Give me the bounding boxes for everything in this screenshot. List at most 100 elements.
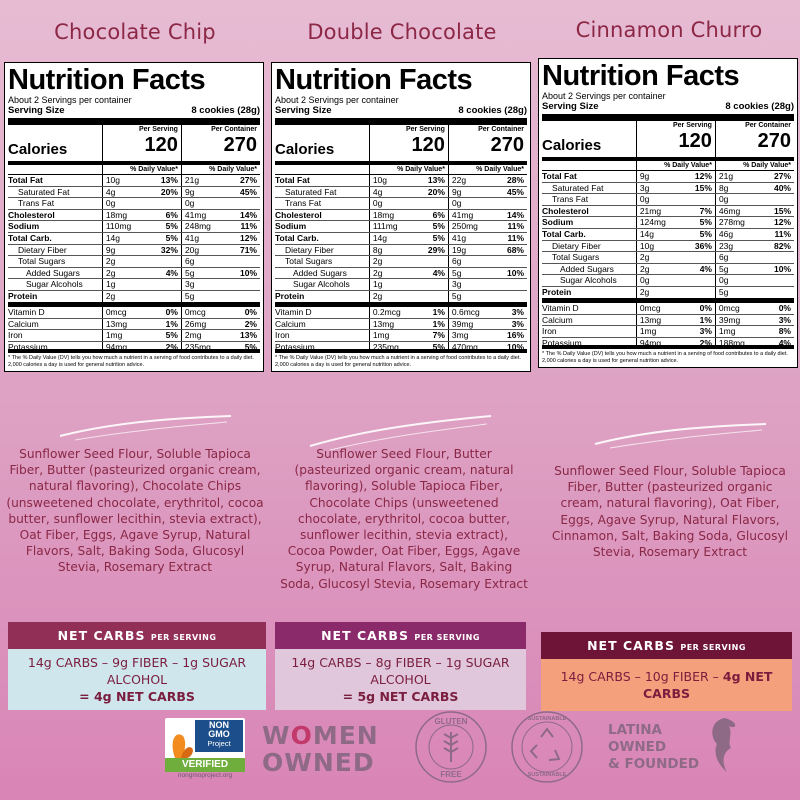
container-cell: 0g	[447, 198, 527, 209]
serving-amount: 2g	[372, 290, 383, 301]
nutrient-label: Protein	[275, 290, 305, 301]
serving-size-label: Serving Size	[275, 105, 332, 116]
net-carbs-label: NET CARBS	[321, 628, 409, 643]
serving-dv: 4%	[699, 263, 712, 274]
container-cell: 3g	[180, 279, 260, 290]
per-serving-label: Per Serving	[139, 126, 178, 133]
nutrient-row: Calcium 13mg 1% 39mg 3%	[542, 314, 794, 327]
recycle-icon	[511, 711, 583, 783]
serving-cell: 1g	[368, 279, 448, 290]
container-amount: 19g	[451, 244, 467, 255]
nutrient-label: Potassium	[275, 341, 315, 350]
nutrient-row: Trans Fat 0g 0g	[542, 194, 794, 206]
container-dv: 11%	[507, 221, 524, 232]
serving-dv: 4%	[165, 267, 178, 278]
serving-cell: 111mg 5%	[368, 221, 448, 232]
calories-label: Calories	[275, 141, 335, 158]
daily-value-header: % Daily Value*% Daily Value*	[542, 161, 794, 171]
container-cell: 3g	[447, 279, 527, 290]
servings-per-container: About 2 Servings per container	[275, 95, 399, 105]
calories-row: Calories Per Serving 120 Per Container 270	[8, 125, 260, 165]
serving-cell: 10g 36%	[635, 240, 715, 252]
sustainable-logo: SUSTAINABLE SUSTAINABLE	[508, 708, 586, 786]
serving-amount: 111mg	[372, 221, 398, 232]
nutrient-row: Protein 2g 5g	[275, 290, 527, 307]
container-amount: 41g	[451, 232, 467, 243]
nutrient-row: Total Carb. 14g 5% 41g 11%	[275, 232, 527, 245]
net-carbs-box: NET CARBS PER SERVING 14g CARBS – 10g FI…	[541, 632, 792, 711]
dv-label-container: % Daily Value*	[180, 165, 260, 174]
per-serving-label: Per Serving	[673, 122, 712, 129]
container-dv: 13%	[239, 330, 257, 341]
flavor-title: Cinnamon Churro	[575, 18, 763, 42]
nutrient-row: Potassium 235mg 5% 470mg 10%	[275, 341, 527, 354]
serving-dv: 20%	[427, 186, 445, 197]
per-serving-label: PER SERVING	[680, 643, 746, 652]
nutrient-row: Cholesterol 18mg 6% 41mg 14%	[8, 209, 260, 222]
container-cell: 6g	[447, 256, 527, 267]
serving-cell: 14g 5%	[101, 232, 181, 244]
container-amount: 5g	[184, 290, 195, 301]
flavor-title: Chocolate Chip	[54, 20, 216, 44]
nongmo-project: Project	[207, 739, 231, 748]
per-container-label: Per Container	[478, 126, 524, 133]
nutrient-label: Iron	[275, 330, 290, 341]
column-chocolate-chip: Chocolate Chip Nutrition Facts About 2 Se…	[4, 0, 266, 373]
serving-cell: 0g	[635, 275, 715, 286]
container-amount: 235mg	[184, 341, 211, 352]
container-dv: 45%	[239, 186, 257, 197]
nutrient-row: Sugar Alcohols 1g 3g	[8, 279, 260, 291]
serving-cell: 10g 13%	[101, 175, 181, 186]
serving-amount: 110mg	[105, 221, 132, 232]
nutrient-row: Protein 2g 5g	[542, 286, 794, 303]
serving-amount: 18mg	[372, 209, 395, 220]
container-dv: 3%	[511, 318, 524, 329]
serving-cell: 21mg 7%	[635, 205, 715, 217]
container-cell: 6g	[180, 256, 260, 267]
daily-value-footnote: * The % Daily Value (DV) tells you how m…	[275, 355, 521, 369]
daily-value-header: % Daily Value*% Daily Value*	[8, 165, 260, 175]
serving-dv: 2%	[699, 337, 712, 348]
serving-cell: 14g 5%	[368, 232, 448, 244]
nutrient-label: Calcium	[275, 318, 306, 329]
nutrient-label: Saturated Fat	[285, 186, 337, 197]
nutrient-label: Cholesterol	[8, 209, 55, 220]
serving-amount: 10g	[639, 240, 655, 251]
container-amount: 6g	[718, 252, 729, 263]
container-dv: 10%	[239, 267, 257, 278]
serving-amount: 1mg	[372, 330, 390, 341]
container-dv: 3%	[511, 306, 524, 317]
container-cell: 0g	[714, 275, 794, 286]
calories-per-container: Per Container 270	[714, 121, 794, 157]
serving-dv: 1%	[165, 318, 178, 329]
serving-cell: 13mg 1%	[101, 318, 181, 330]
serving-cell: 9g 12%	[635, 171, 715, 182]
serving-dv: 0%	[699, 302, 712, 313]
container-amount: 9g	[184, 186, 195, 197]
nutrient-label: Added Sugars	[293, 267, 347, 278]
calories-row: Calories Per Serving 120 Per Container 270	[542, 121, 794, 161]
column-double-chocolate: Double Chocolate Nutrition Facts About 2 …	[271, 0, 533, 373]
container-dv: 0%	[244, 306, 257, 317]
container-amount: 22g	[451, 175, 467, 185]
serving-amount: 0g	[639, 194, 650, 205]
serving-dv: 1%	[432, 306, 445, 317]
container-cell: 2mg 13%	[180, 330, 260, 341]
container-dv: 14%	[239, 209, 257, 220]
serving-cell: 2g 4%	[368, 267, 448, 279]
container-dv: 40%	[773, 182, 791, 193]
nutrient-label: Total Carb.	[542, 228, 586, 239]
container-cell: 188mg 4%	[714, 337, 794, 348]
dv-label-serving: % Daily Value*	[635, 161, 715, 170]
serving-dv: 36%	[694, 240, 712, 251]
serving-amount: 10g	[372, 175, 387, 185]
serving-dv: 0%	[165, 306, 178, 317]
nutrient-label: Protein	[8, 290, 38, 301]
nutrition-facts-title: Nutrition Facts	[8, 64, 206, 96]
serving-dv: 29%	[427, 244, 445, 255]
container-amount: 39mg	[451, 318, 474, 329]
nutrient-label: Protein	[542, 286, 572, 297]
nutrient-label: Total Carb.	[275, 232, 319, 243]
container-cell: 248mg 11%	[180, 221, 260, 232]
nutrient-row: Total Fat 9g 12% 21g 27%	[542, 171, 794, 183]
